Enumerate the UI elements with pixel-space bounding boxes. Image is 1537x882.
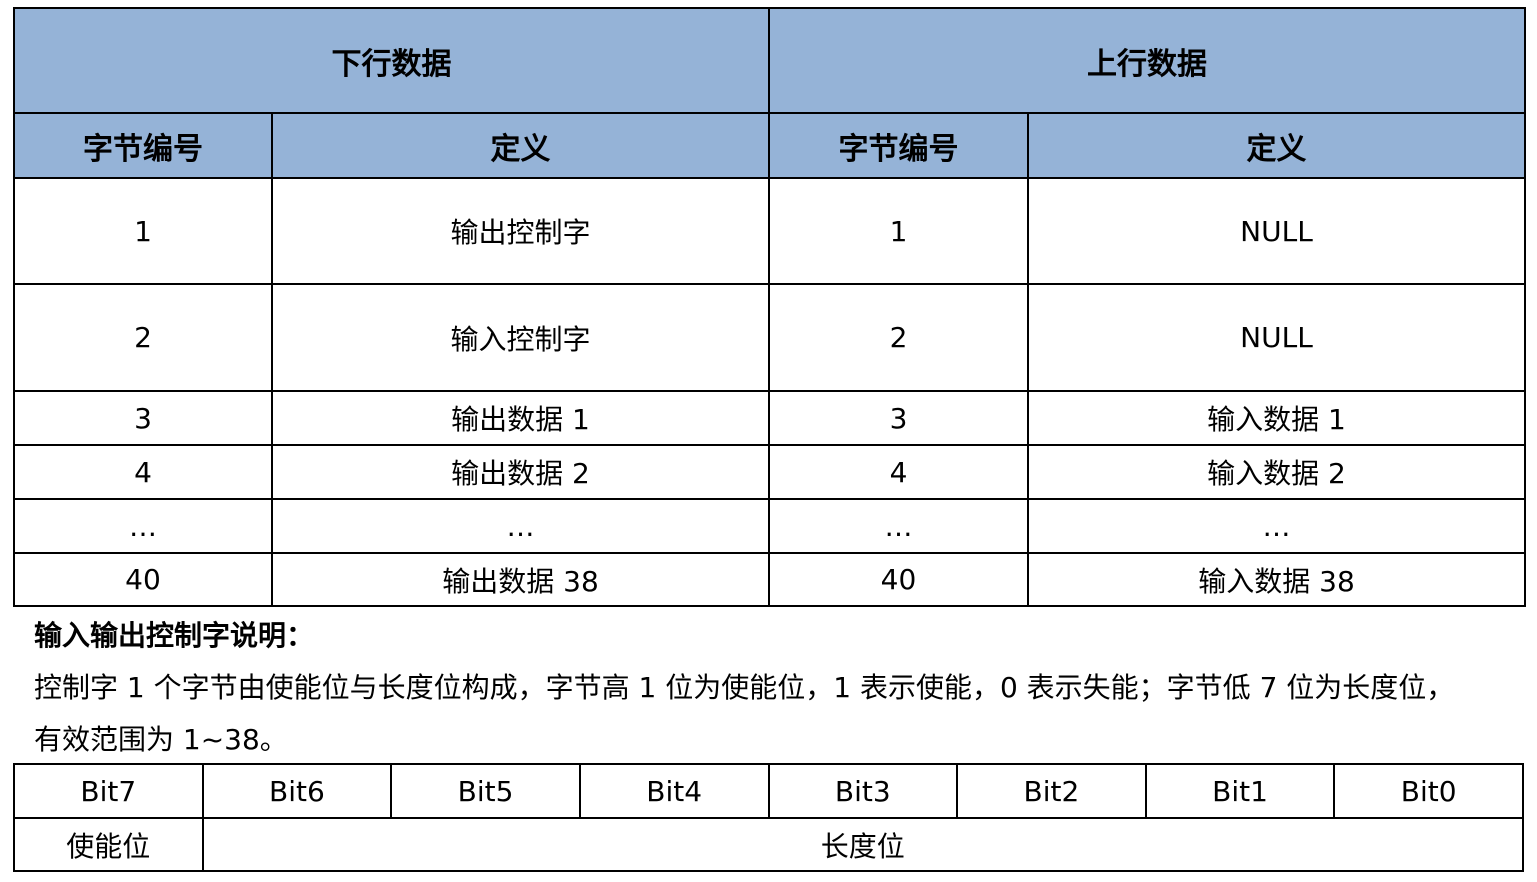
table-cell: 3 [13, 390, 273, 446]
column-header: 定义 [1027, 112, 1526, 179]
column-header: 字节编号 [13, 112, 273, 179]
table-cell: 1 [768, 177, 1029, 285]
table-cell: 4 [13, 444, 273, 500]
table-cell: 输入数据 38 [1027, 552, 1526, 607]
bit-cell: Bit7 [13, 763, 204, 819]
table-cell: 3 [768, 390, 1029, 446]
table-cell: 4 [768, 444, 1029, 500]
table-cell: 输出数据 2 [271, 444, 770, 500]
bit-cell: Bit0 [1333, 763, 1524, 819]
table-cell: 输出数据 1 [271, 390, 770, 446]
table-row: 4 输出数据 2 4 输入数据 2 [13, 444, 1526, 500]
bit-cell: Bit4 [578, 763, 770, 819]
uplink-header: 上行数据 [768, 7, 1526, 114]
note-line: 有效范围为 1~38。 [34, 723, 288, 756]
table-row: 40 输出数据 38 40 输入数据 38 [13, 552, 1526, 607]
table-cell: 输入数据 1 [1027, 390, 1526, 446]
table-cell: 40 [13, 552, 273, 607]
table-cell: 输出数据 38 [271, 552, 770, 607]
bit-cell: Bit3 [767, 763, 959, 819]
table-row: 1 输出控制字 1 NULL [13, 177, 1526, 285]
table-cell: … [13, 498, 273, 554]
column-header: 定义 [271, 112, 770, 179]
table-cell: NULL [1027, 283, 1526, 392]
table-cell: … [768, 498, 1029, 554]
table-row: … … … … [13, 498, 1526, 554]
table-cell: 40 [768, 552, 1029, 607]
table-cell: 输入数据 2 [1027, 444, 1526, 500]
table-row: 2 输入控制字 2 NULL [13, 283, 1526, 392]
data-mapping-table: 下行数据 上行数据 字节编号 定义 字节编号 定义 1 输出控制字 1 NULL… [13, 7, 1526, 607]
table-row: 3 输出数据 1 3 输入数据 1 [13, 390, 1526, 446]
table-cell: 1 [13, 177, 273, 285]
length-bits-cell: 长度位 [201, 817, 1525, 872]
enable-bit-cell: 使能位 [13, 817, 204, 872]
bit-table: Bit7 Bit6 Bit5 Bit4 Bit3 Bit2 Bit1 Bit0 … [13, 763, 1525, 872]
bit-cell: Bit6 [201, 763, 393, 819]
table-cell: 2 [13, 283, 273, 392]
table-cell: … [271, 498, 770, 554]
table-cell: … [1027, 498, 1526, 554]
table-cell: 输入控制字 [271, 283, 770, 392]
table-cell: 2 [768, 283, 1029, 392]
bit-cell: Bit2 [956, 763, 1147, 819]
table-cell: 输出控制字 [271, 177, 770, 285]
downlink-header: 下行数据 [13, 7, 770, 114]
column-header: 字节编号 [768, 112, 1029, 179]
bit-cell: Bit5 [390, 763, 581, 819]
note-title: 输入输出控制字说明： [34, 619, 315, 652]
note-line: 控制字 1 个字节由使能位与长度位构成，字节高 1 位为使能位，1 表示使能，0… [34, 671, 1455, 704]
bit-cell: Bit1 [1144, 763, 1336, 819]
table-cell: NULL [1027, 177, 1526, 285]
